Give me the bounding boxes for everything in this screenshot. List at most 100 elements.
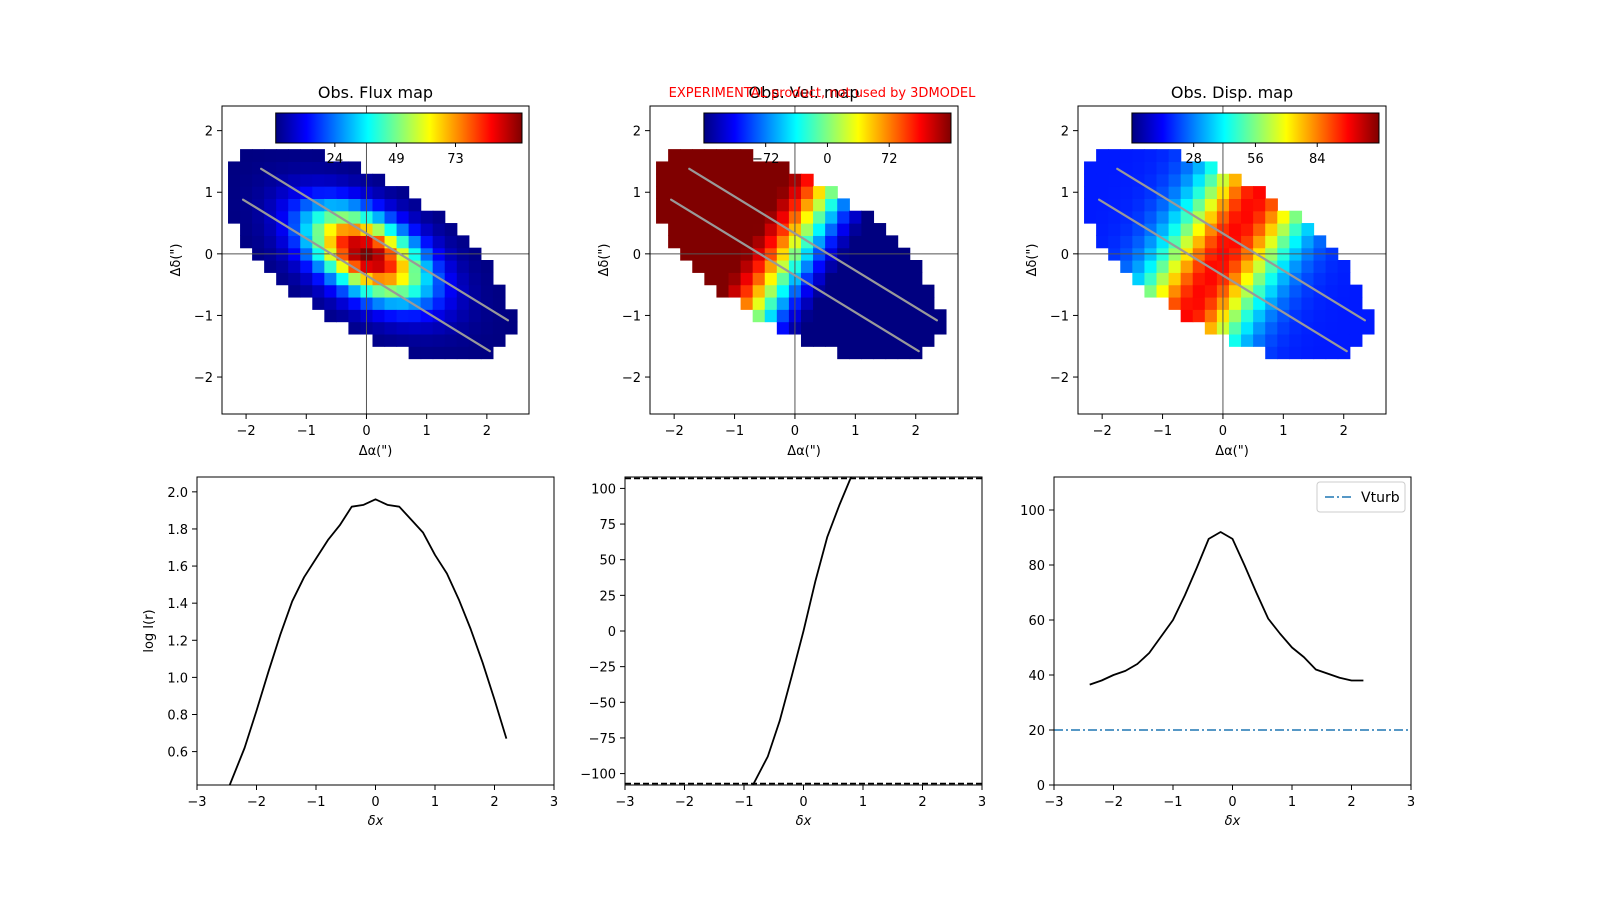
map-pixel (716, 210, 730, 224)
map-pixel (800, 309, 814, 323)
x-tick-label: 2 (912, 424, 920, 439)
map-pixel (324, 260, 337, 273)
map-pixel (432, 321, 446, 335)
map-pixel (456, 235, 470, 249)
map-pixel (1289, 260, 1303, 273)
map-pixel (825, 272, 838, 286)
map-pixel (1277, 333, 1290, 347)
map-pixel (909, 272, 923, 286)
map-pixel (813, 272, 826, 286)
map-pixel (288, 260, 301, 273)
map-pixel (909, 309, 923, 323)
map-pixel (336, 284, 350, 298)
map-pixel (909, 284, 923, 298)
map-pixel (668, 173, 681, 187)
map-pixel (300, 210, 313, 224)
y-tick-label: −1 (622, 309, 641, 324)
map-pixel (468, 260, 482, 273)
x-tick-label: −2 (1104, 795, 1123, 810)
map-pixel (480, 260, 494, 273)
map-pixel (1120, 186, 1133, 199)
map-pixel (716, 260, 730, 273)
map-pixel (372, 198, 386, 212)
profile-panel: −3 −2 −1 0 1 2 3 0.6 0.8 1.0 1.2 1.4 1.6 1.8 2.0 δx log … (142, 476, 558, 829)
map-pixel (1228, 186, 1242, 199)
map-pixel (776, 309, 790, 323)
map-pixel (420, 309, 434, 323)
map-pixel (504, 321, 518, 335)
map-pixel (1156, 235, 1170, 249)
map-pixel (921, 296, 935, 310)
y-tick-label: 100 (1020, 504, 1045, 519)
map-pixel (348, 296, 362, 310)
map-pixel (300, 223, 313, 236)
map-pixel (704, 235, 718, 249)
map-pixel (1361, 309, 1375, 323)
x-tick-label: 1 (423, 424, 431, 439)
map-pixel (728, 173, 742, 187)
y-tick-label: −2 (194, 371, 213, 386)
map-pixel (752, 309, 766, 323)
map-pixel (885, 260, 899, 273)
map-pixel (1253, 309, 1266, 323)
map-pixel (1108, 223, 1121, 236)
map-pixel (1144, 198, 1158, 212)
map-pixel (1192, 161, 1206, 175)
map-pixel (1096, 161, 1109, 175)
map-pixel (1096, 173, 1109, 187)
map-pixel (740, 161, 754, 175)
map-pixel (348, 235, 362, 249)
colorbar-tick-label: 49 (388, 152, 405, 167)
map-pixel (776, 223, 790, 236)
map-pixel (1228, 260, 1242, 273)
colorbar-tick-label: 0 (823, 152, 831, 167)
map-pixel (1180, 223, 1194, 236)
map-pixel (1204, 272, 1218, 286)
map-pixel (849, 210, 862, 224)
map-pixel (456, 272, 470, 286)
map-pixel (897, 296, 911, 310)
map-pixel (873, 260, 887, 273)
map-pixel (348, 223, 362, 236)
map-pixel (1228, 210, 1242, 224)
map-pixel (1192, 296, 1206, 310)
profile-line (1089, 531, 1364, 686)
map-pixel (1241, 296, 1254, 310)
axes-frame (1077, 105, 1387, 415)
map-pixel (1168, 260, 1182, 273)
map-pixel (396, 223, 410, 236)
y-tick-label: 1.0 (167, 671, 188, 686)
map-pixel (752, 173, 766, 187)
map-pixel (288, 161, 301, 175)
map-pixel (885, 309, 899, 323)
x-tick-label: −1 (297, 424, 316, 439)
map-pixel (240, 198, 253, 212)
map-pixel (1301, 296, 1315, 310)
plot-area (1054, 531, 1411, 731)
map-pixel (1144, 272, 1158, 286)
map-pixel (1180, 186, 1194, 199)
map-pixel (897, 346, 911, 360)
map-pixel (800, 284, 814, 298)
map-pixel (1168, 284, 1182, 298)
map-pixel (668, 186, 681, 199)
map-pixel (264, 260, 277, 273)
map-pixel (1289, 333, 1303, 347)
map-pixel (1132, 260, 1146, 273)
map-pixel (1361, 321, 1375, 335)
map-pixel (704, 272, 718, 286)
x-axis-label: Δα(") (359, 444, 393, 459)
map-pixel (1337, 284, 1351, 298)
map-pixel (396, 260, 410, 273)
map-pixel (1084, 173, 1097, 187)
legend-box (1316, 481, 1406, 513)
map-pixel (1241, 260, 1254, 273)
x-tick-label: −2 (1093, 424, 1112, 439)
map-pixel (752, 186, 766, 199)
map-pixel (1084, 186, 1097, 199)
map-pixel (909, 333, 923, 347)
map-pixel (420, 284, 434, 298)
map-pixel (825, 210, 838, 224)
map-pixel (480, 284, 494, 298)
map-pixel (1277, 309, 1290, 323)
